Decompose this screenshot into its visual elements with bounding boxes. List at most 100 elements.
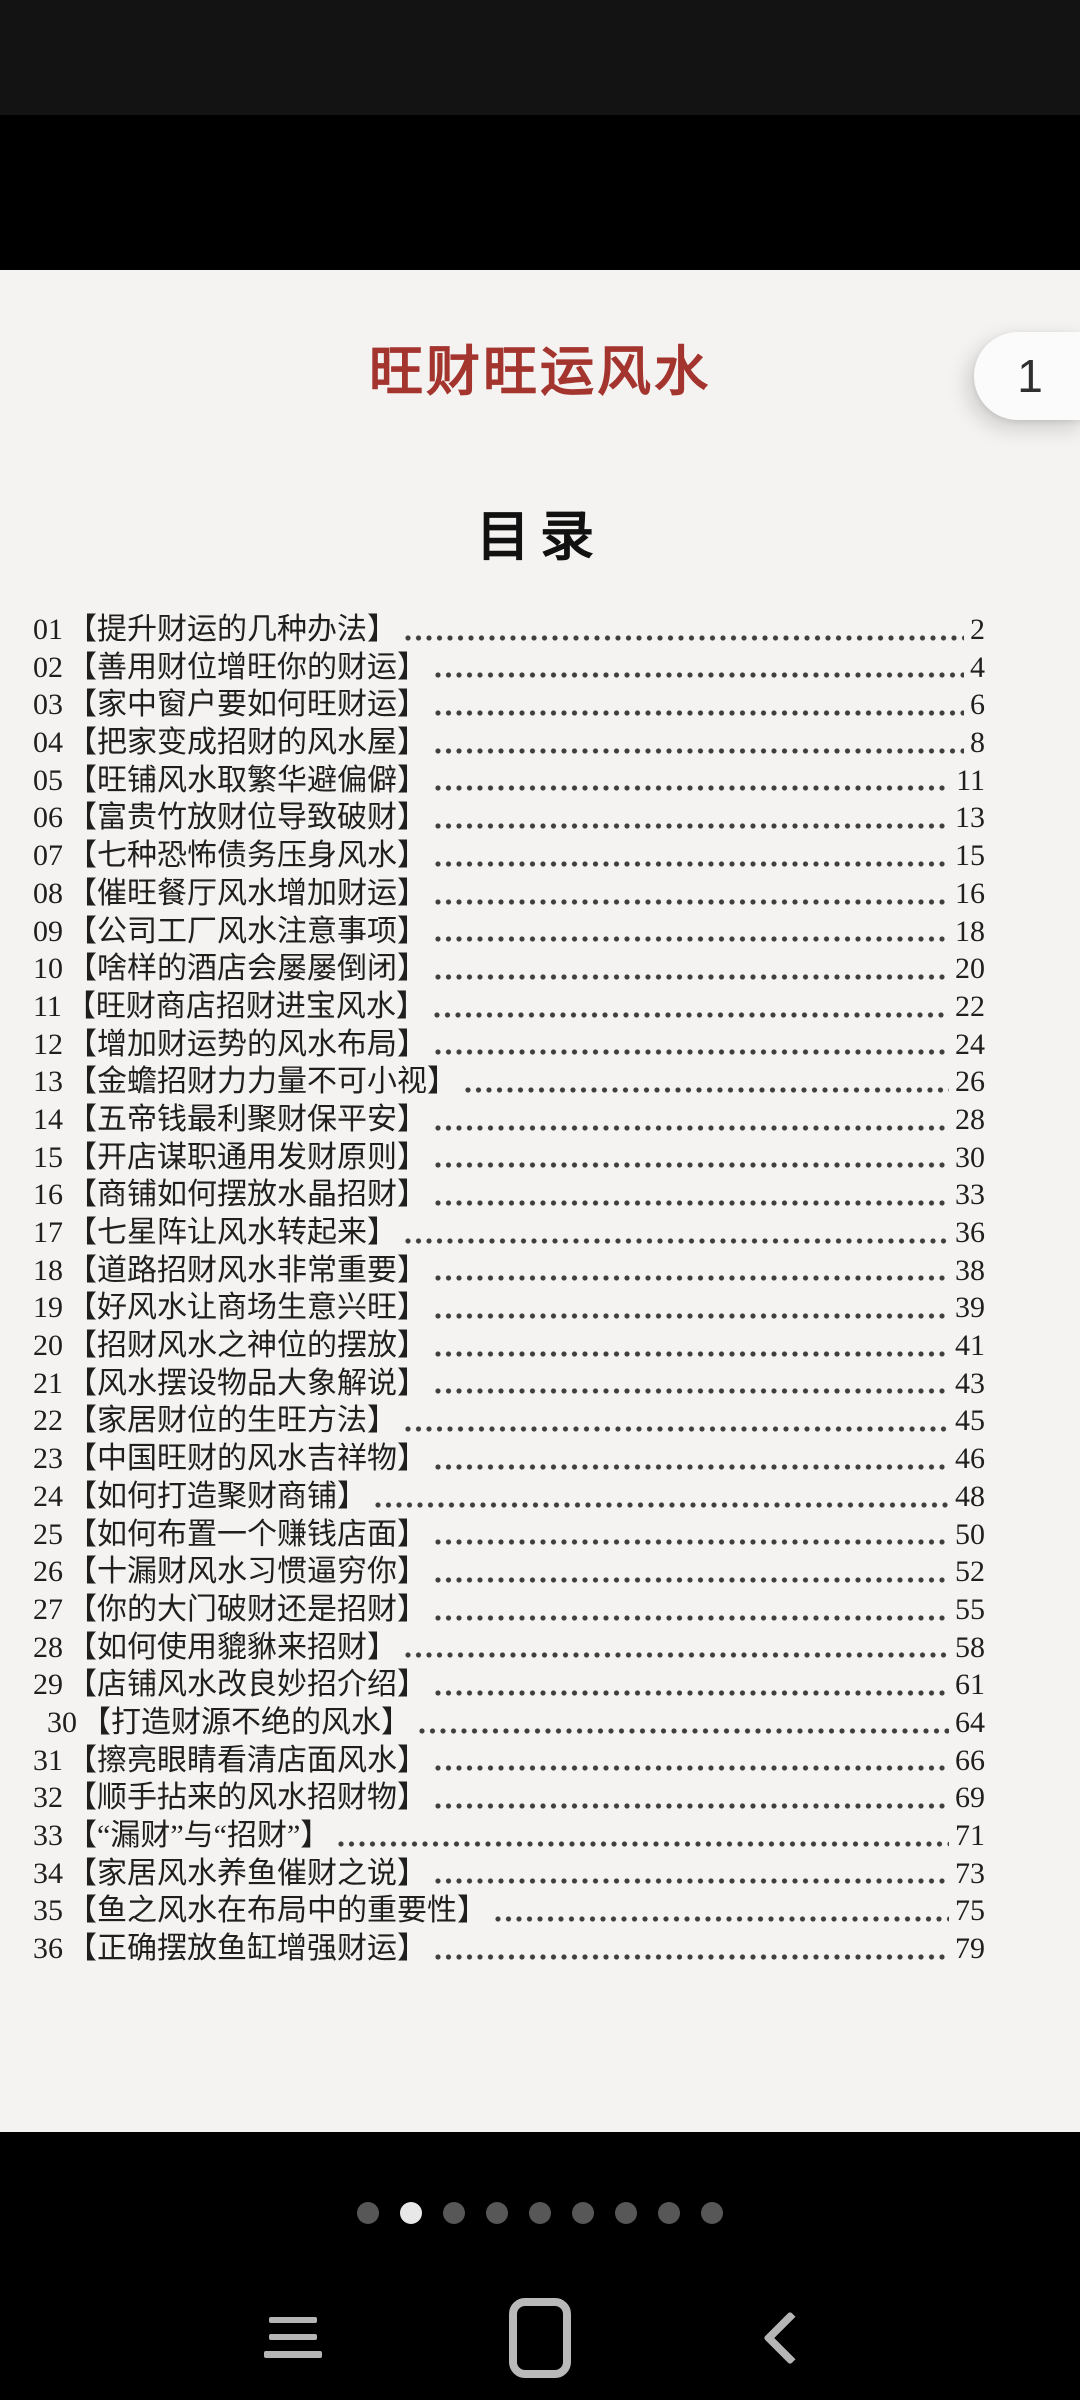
toc-entry-number: 15 bbox=[33, 1140, 63, 1174]
toc-entry: 22 【家居财位的生旺方法】 45 bbox=[33, 1402, 985, 1440]
toc-entry-page: 22 bbox=[955, 989, 985, 1023]
toc-entry-page: 24 bbox=[955, 1027, 985, 1061]
toc-entry-title: 【鱼之风水在布局中的重要性】 bbox=[67, 1894, 487, 1928]
toc-entry-number: 30 bbox=[47, 1705, 77, 1739]
toc-entry-page: 43 bbox=[955, 1366, 985, 1400]
toc-entry: 30 【打造财源不绝的风水】 64 bbox=[33, 1704, 985, 1742]
dotted-leader bbox=[435, 745, 964, 755]
toc-entry: 11 【旺财商店招财进宝风水】 22 bbox=[33, 988, 985, 1026]
toc-entry-title: 【公司工厂风水注意事项】 bbox=[67, 914, 427, 948]
page-number-tab[interactable]: 1 bbox=[974, 332, 1080, 420]
dotted-leader bbox=[435, 1273, 949, 1283]
page-dot-active bbox=[400, 2202, 422, 2224]
toc-entry-number: 32 bbox=[33, 1781, 63, 1815]
toc-entry: 31 【擦亮眼睛看清店面风水】 66 bbox=[33, 1742, 985, 1780]
back-icon bbox=[763, 2310, 817, 2365]
dotted-leader bbox=[435, 858, 949, 868]
document-page[interactable]: 旺财旺运风水 1 目录 01 【提升财运的几种办法】 2 02 【善用财位增旺你的财运】… bbox=[0, 270, 1080, 2132]
toc-entry-number: 03 bbox=[33, 688, 63, 722]
toc-entry: 36 【正确摆放鱼缸增强财运】 79 bbox=[33, 1930, 985, 1968]
toc-entry-page: 52 bbox=[955, 1555, 985, 1589]
toc-entry-title: 【风水摆设物品大象解说】 bbox=[67, 1366, 427, 1400]
toc-entry-number: 33 bbox=[33, 1819, 63, 1852]
toc-entry-page: 16 bbox=[955, 876, 985, 910]
toc-entry: 20 【招财风水之神位的摆放】 41 bbox=[33, 1327, 985, 1365]
home-button[interactable] bbox=[470, 2295, 610, 2380]
dotted-leader bbox=[435, 708, 964, 718]
toc-entry-number: 06 bbox=[33, 801, 63, 835]
toc-entry: 34 【家居风水养鱼催财之说】 73 bbox=[33, 1855, 985, 1893]
toc-entry-page: 55 bbox=[955, 1592, 985, 1626]
toc-entry-page: 6 bbox=[970, 688, 985, 722]
dotted-leader bbox=[435, 670, 964, 680]
toc-entry-number: 08 bbox=[33, 876, 63, 910]
toc-entry-page: 36 bbox=[955, 1216, 985, 1249]
toc-entry-page: 8 bbox=[970, 726, 985, 760]
toc-entry-page: 15 bbox=[955, 839, 985, 873]
dotted-leader bbox=[435, 1386, 949, 1396]
page-dot bbox=[357, 2202, 379, 2224]
toc-entry-page: 33 bbox=[955, 1178, 985, 1212]
toc-entry: 33 【“漏财”与“招财”】 71 bbox=[33, 1817, 985, 1855]
toc-entry-title: 【增加财运势的风水布局】 bbox=[67, 1027, 427, 1061]
toc-entry-number: 22 bbox=[33, 1404, 63, 1438]
toc-entry: 15 【开店谋职通用发财原则】 30 bbox=[33, 1139, 985, 1177]
toc-entry: 10 【啥样的酒店会屡屡倒闭】 20 bbox=[33, 950, 985, 988]
page-dot bbox=[529, 2202, 551, 2224]
toc-entry-number: 34 bbox=[33, 1856, 63, 1890]
toc-entry-page: 71 bbox=[955, 1819, 985, 1852]
toc-entry-number: 17 bbox=[33, 1216, 63, 1249]
dotted-leader bbox=[433, 1009, 949, 1019]
toc-entry: 35 【鱼之风水在布局中的重要性】 75 bbox=[33, 1892, 985, 1930]
toc-entry-title: 【家居财位的生旺方法】 bbox=[67, 1404, 397, 1438]
dotted-leader bbox=[495, 1914, 949, 1924]
toc-entry: 29 【店铺风水改良妙招介绍】 61 bbox=[33, 1666, 985, 1704]
dotted-leader bbox=[435, 1574, 949, 1584]
page-dot bbox=[443, 2202, 465, 2224]
toc-entry-page: 20 bbox=[955, 952, 985, 986]
toc-entry-number: 25 bbox=[33, 1517, 63, 1551]
toc-entry-page: 45 bbox=[955, 1404, 985, 1438]
toc-entry: 02 【善用财位增旺你的财运】 4 bbox=[33, 649, 985, 687]
toc-heading: 目录 bbox=[476, 507, 604, 567]
dotted-leader bbox=[465, 1084, 949, 1094]
toc-list: 01 【提升财运的几种办法】 2 02 【善用财位增旺你的财运】 4 03 【家中窗户要如何旺… bbox=[33, 611, 985, 1968]
toc-entry-page: 2 bbox=[970, 613, 985, 646]
toc-entry-title: 【提升财运的几种办法】 bbox=[67, 613, 397, 646]
toc-entry-page: 73 bbox=[955, 1856, 985, 1890]
toc-entry-title: 【啥样的酒店会屡屡倒闭】 bbox=[67, 952, 427, 986]
toc-entry-number: 12 bbox=[33, 1027, 63, 1061]
dotted-leader bbox=[435, 1951, 949, 1961]
dotted-leader bbox=[435, 1876, 949, 1886]
toc-entry-number: 24 bbox=[33, 1479, 63, 1513]
toc-entry-number: 10 bbox=[33, 952, 63, 986]
toc-entry-page: 18 bbox=[955, 914, 985, 948]
toc-entry-title: 【家中窗户要如何旺财运】 bbox=[67, 688, 427, 722]
dotted-leader bbox=[435, 1687, 949, 1697]
toc-entry-title: 【顺手拈来的风水招财物】 bbox=[67, 1781, 427, 1815]
dotted-leader bbox=[435, 783, 951, 793]
dotted-leader bbox=[338, 1838, 949, 1848]
toc-entry-page: 48 bbox=[955, 1479, 985, 1513]
recent-apps-button[interactable] bbox=[223, 2295, 363, 2380]
page-indicator-dots bbox=[0, 2201, 1080, 2225]
dotted-leader bbox=[375, 1499, 949, 1509]
toc-entry-page: 28 bbox=[955, 1102, 985, 1136]
toc-entry: 27 【你的大门破财还是招财】 55 bbox=[33, 1591, 985, 1629]
toc-entry: 21 【风水摆设物品大象解说】 43 bbox=[33, 1365, 985, 1403]
toc-entry-page: 11 bbox=[956, 763, 985, 797]
android-nav-bar bbox=[0, 2295, 1080, 2380]
toc-entry-title: 【好风水让商场生意兴旺】 bbox=[67, 1291, 427, 1325]
toc-entry-page: 58 bbox=[955, 1630, 985, 1664]
toc-entry: 01 【提升财运的几种办法】 2 bbox=[33, 611, 985, 649]
toc-entry-title: 【你的大门破财还是招财】 bbox=[67, 1592, 427, 1626]
toc-entry-page: 26 bbox=[955, 1065, 985, 1099]
toc-entry-page: 79 bbox=[955, 1932, 985, 1966]
back-button[interactable] bbox=[720, 2295, 860, 2380]
page-number-label: 1 bbox=[1017, 350, 1043, 402]
dotted-leader bbox=[435, 1801, 949, 1810]
toc-entry: 16 【商铺如何摆放水晶招财】 33 bbox=[33, 1176, 985, 1214]
dotted-leader bbox=[435, 1348, 949, 1358]
toc-entry-number: 35 bbox=[33, 1894, 63, 1928]
toc-entry: 09 【公司工厂风水注意事项】 18 bbox=[33, 913, 985, 951]
